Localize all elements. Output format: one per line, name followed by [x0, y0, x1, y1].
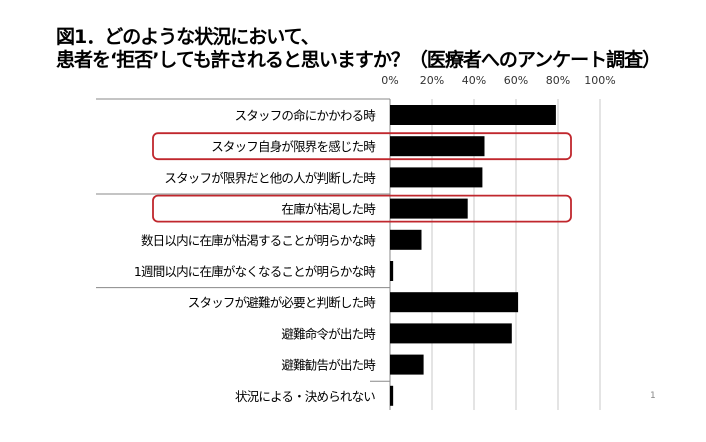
x-tick-label: 80% — [546, 74, 570, 87]
category-label: 状況による・決められない — [235, 389, 375, 404]
x-tick-label: 20% — [420, 74, 444, 87]
x-tick-label: 100% — [584, 74, 615, 87]
highlight-box — [152, 132, 572, 161]
bar — [390, 198, 468, 219]
bar — [390, 323, 512, 344]
bar — [390, 105, 556, 125]
category-label: スタッフが避難が必要と判断した時 — [188, 295, 377, 310]
category-label: 1週間以内に在庫がなくなることが明らかな時 — [134, 264, 376, 279]
bar — [390, 385, 394, 406]
bar — [390, 292, 519, 313]
bar — [390, 136, 485, 157]
bar — [390, 354, 424, 375]
x-tick-label: 0% — [381, 74, 398, 87]
page-number: 1 — [650, 391, 656, 401]
chart-title-line2: 患者を‘拒否’しても許されると思いますか？（医療者へのアンケート調査） — [56, 49, 661, 71]
x-tick-label: 60% — [504, 74, 528, 87]
bar — [390, 261, 394, 281]
bar — [390, 167, 483, 188]
chart-title-line1: 図1．どのような状況において、 — [56, 26, 320, 48]
category-label: 避難勧告が出た時 — [281, 358, 376, 373]
category-label: 避難命令が出た時 — [281, 326, 376, 341]
category-label: 数日以内に在庫が枯渇することが明らかな時 — [141, 233, 376, 248]
x-tick-label: 40% — [462, 74, 486, 87]
bar — [390, 229, 422, 250]
category-label: スタッフ自身が限界を感じた時 — [211, 139, 376, 154]
highlight-box — [152, 194, 572, 223]
category-label: 在庫が枯渇した時 — [281, 202, 376, 217]
category-label: スタッフの命にかかわる時 — [235, 108, 377, 123]
category-label: スタッフが限界だと他の人が判断した時 — [164, 170, 376, 185]
